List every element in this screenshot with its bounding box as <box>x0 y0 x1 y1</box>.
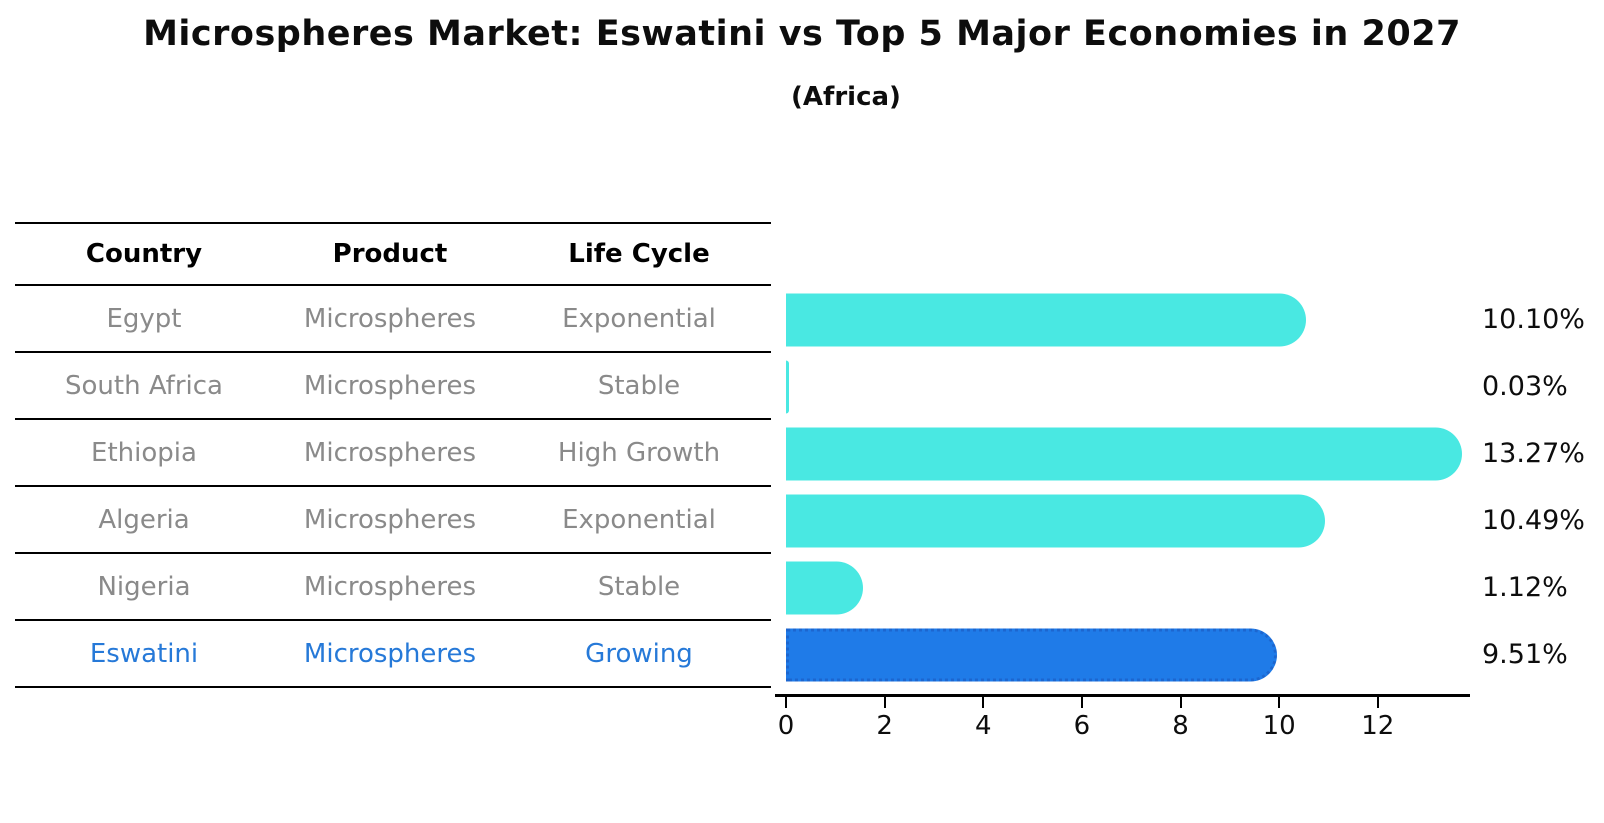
bar-highlighted <box>786 628 1277 681</box>
bar-track <box>786 420 1470 487</box>
product-cell: Microspheres <box>303 504 477 535</box>
lifecycle-cell: High Growth <box>557 437 721 468</box>
bar-track <box>786 621 1470 688</box>
product-cell: Microspheres <box>303 638 477 669</box>
bar <box>786 360 789 413</box>
product-cell: Microspheres <box>303 303 477 334</box>
table-row-cells: Eswatini Microspheres Growing <box>15 621 771 688</box>
chart-area: Country Product Life Cycle Egypt Microsp… <box>15 222 1604 741</box>
country-cell: South Africa <box>65 370 223 401</box>
value-label: 1.12% <box>1482 572 1568 603</box>
x-tick-mark <box>1179 697 1182 708</box>
product-cell: Microspheres <box>303 571 477 602</box>
x-tick-label: 2 <box>876 711 893 741</box>
x-tick-label: 8 <box>1172 711 1189 741</box>
country-cell: Ethiopia <box>91 437 197 468</box>
table-row-ethiopia: Ethiopia Microspheres High Growth 13.27% <box>15 420 1604 487</box>
x-ticks: 0 2 4 6 8 10 12 <box>778 697 1470 741</box>
bar-track <box>786 286 1470 353</box>
table-row-eswatini: Eswatini Microspheres Growing 9.51% <box>15 621 1604 688</box>
x-tick-mark <box>1376 697 1379 708</box>
bar <box>786 427 1463 480</box>
table-row-cells: Algeria Microspheres Exponential <box>15 487 771 554</box>
country-cell: Nigeria <box>97 571 191 602</box>
value-label: 0.03% <box>1482 371 1568 402</box>
chart-title: Microspheres Market: Eswatini vs Top 5 M… <box>143 14 1461 54</box>
table-row-algeria: Algeria Microspheres Exponential 10.49% <box>15 487 1604 554</box>
bar-track <box>786 353 1470 420</box>
value-label: 9.51% <box>1482 639 1568 670</box>
table-row-cells: Egypt Microspheres Exponential <box>15 286 771 353</box>
x-tick-mark <box>883 697 886 708</box>
lifecycle-cell: Stable <box>597 571 681 602</box>
x-tick-mark <box>1278 697 1281 708</box>
x-tick-mark <box>785 697 787 708</box>
x-tick-label: 0 <box>777 711 795 741</box>
lifecycle-cell: Exponential <box>562 504 716 535</box>
x-tick-label: 6 <box>1073 711 1091 741</box>
x-tick-label: 10 <box>1262 711 1296 741</box>
value-label: 10.49% <box>1482 505 1585 536</box>
x-tick-label: 12 <box>1361 711 1395 741</box>
bar <box>786 293 1307 346</box>
product-cell: Microspheres <box>303 370 477 401</box>
table-row-egypt: Egypt Microspheres Exponential 10.10% <box>15 286 1604 353</box>
lifecycle-cell: Stable <box>597 370 681 401</box>
table-row-nigeria: Nigeria Microspheres Stable 1.12% <box>15 554 1604 621</box>
value-label: 10.10% <box>1482 304 1585 335</box>
product-cell: Microspheres <box>303 437 477 468</box>
table-header-row: Country Product Life Cycle <box>15 222 1604 286</box>
bar-track <box>786 487 1470 554</box>
bar <box>786 494 1326 547</box>
x-tick-mark <box>982 697 985 708</box>
country-cell: Algeria <box>98 504 190 535</box>
table-row-cells: Ethiopia Microspheres High Growth <box>15 420 771 487</box>
column-header-country: Country <box>85 239 203 269</box>
bar <box>786 561 864 614</box>
bar-track <box>786 554 1470 621</box>
table-header-cells: Country Product Life Cycle <box>15 222 771 286</box>
column-header-lifecycle: Life Cycle <box>568 239 710 269</box>
lifecycle-cell: Exponential <box>562 303 716 334</box>
x-tick-mark <box>1080 697 1083 708</box>
country-cell: Eswatini <box>89 638 199 669</box>
bar-track-header <box>786 222 1470 286</box>
table-row-cells: Nigeria Microspheres Stable <box>15 554 771 621</box>
lifecycle-cell: Growing <box>585 638 693 669</box>
table-row-cells: South Africa Microspheres Stable <box>15 353 771 420</box>
chart-subtitle: (Africa) <box>791 82 901 112</box>
column-header-product: Product <box>332 239 448 269</box>
x-tick-label: 4 <box>974 711 992 741</box>
country-cell: Egypt <box>106 303 182 334</box>
table-row-south-africa: South Africa Microspheres Stable 0.03% <box>15 353 1604 420</box>
x-axis: 0 2 4 6 8 10 12 <box>775 694 1470 741</box>
value-label: 13.27% <box>1482 438 1585 469</box>
